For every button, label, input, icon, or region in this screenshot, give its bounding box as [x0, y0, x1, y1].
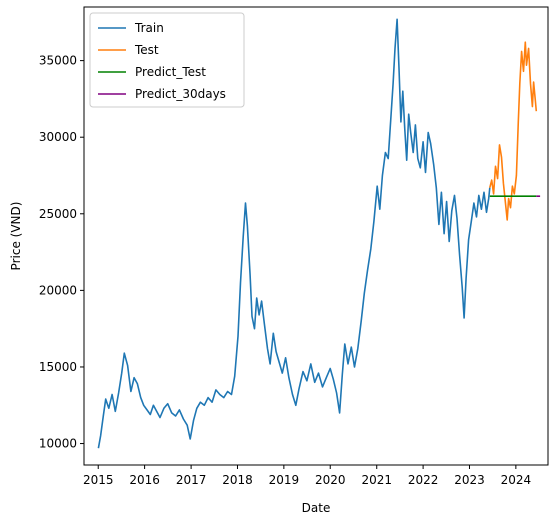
y-axis-ticks: 10000 15000 20000 25000 30000 35000: [39, 54, 84, 451]
y-tick-label: 25000: [39, 207, 77, 221]
legend: Train Test Predict_Test Predict_30days: [89, 12, 245, 108]
y-tick-label: 20000: [39, 283, 77, 297]
y-tick-label: 35000: [39, 54, 77, 68]
x-axis-label: Date: [302, 501, 331, 515]
plot-frame: [83, 6, 549, 466]
y-tick-label: 10000: [39, 437, 77, 451]
x-tick-label: 2017: [176, 473, 207, 487]
x-tick-label: 2016: [129, 473, 160, 487]
x-tick-label: 2018: [222, 473, 253, 487]
x-tick-label: 2024: [501, 473, 532, 487]
plot-series: [97, 18, 541, 449]
x-tick-label: 2015: [83, 473, 114, 487]
x-tick-label: 2020: [315, 473, 346, 487]
x-tick-label: 2022: [408, 473, 439, 487]
x-tick-label: 2021: [361, 473, 392, 487]
legend-label: Predict_30days: [135, 87, 226, 101]
x-axis-ticks: 2015 2016 2017 2018 2019 2020 2021 2022 2023 2024: [83, 465, 531, 487]
legend-box: [89, 12, 245, 108]
x-tick-label: 2023: [454, 473, 485, 487]
y-tick-label: 30000: [39, 130, 77, 144]
y-axis-label: Price (VND): [9, 202, 23, 271]
series-line-1: [489, 41, 538, 221]
legend-label: Test: [134, 43, 159, 57]
y-tick-label: 15000: [39, 360, 77, 374]
series-line-0: [97, 18, 491, 449]
legend-label: Train: [134, 21, 164, 35]
x-tick-label: 2019: [269, 473, 300, 487]
legend-label: Predict_Test: [135, 65, 206, 79]
